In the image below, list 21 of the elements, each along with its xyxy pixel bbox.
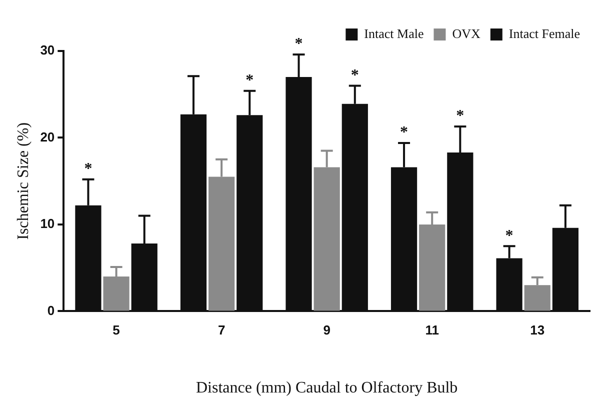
x-tick-label: 7 (218, 322, 226, 338)
data-label: * (505, 227, 514, 244)
y-tick-label: 0 (47, 302, 55, 318)
x-tick-label: 11 (425, 322, 439, 338)
x-tick-label: 13 (530, 322, 545, 338)
x-tick-label: 9 (323, 322, 330, 338)
data-label: * (294, 36, 303, 53)
data-label: * (400, 124, 408, 142)
x-axis-title: Distance (mm) Caudal to Olfactory Bulb (196, 380, 458, 397)
legend-label: OVX (452, 26, 482, 41)
data-label: * (246, 72, 254, 90)
data-label: * (84, 160, 92, 178)
data-label: * (350, 66, 359, 84)
y-tick-label: 20 (40, 129, 55, 144)
legend-label: Intact Male (364, 26, 424, 41)
x-tick-label: 5 (112, 322, 120, 338)
y-axis-title: Ischemic Size (%) (14, 122, 32, 240)
y-tick-label: 30 (40, 42, 55, 58)
legend-label: Intact Female (508, 26, 580, 41)
y-tick-label: 10 (40, 216, 55, 232)
data-label: * (456, 108, 464, 125)
